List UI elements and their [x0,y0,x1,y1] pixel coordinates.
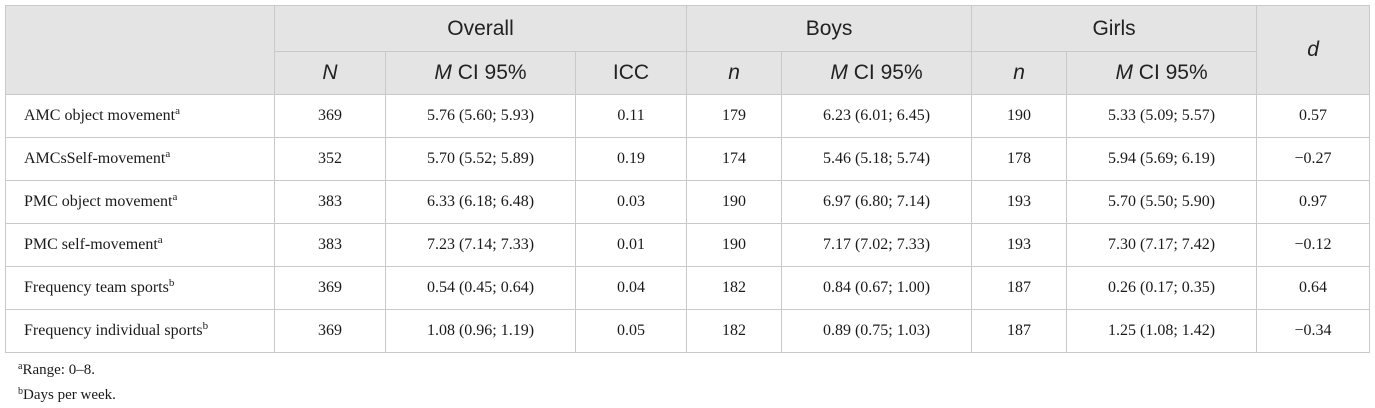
cell-overall-ci: 5.70 (5.52; 5.89) [385,137,576,181]
row-label: PMC self-movementa [5,223,275,267]
cell-overall-ci: 1.08 (0.96; 1.19) [385,309,576,353]
cell-boys-n: 182 [686,266,783,310]
cell-icc: 0.03 [574,180,688,224]
cell-girls-ci: 5.33 (5.09; 5.57) [1066,94,1258,138]
cell-boys-n: 179 [686,94,783,138]
footnote-mark: a [172,191,178,203]
cell-overall-ci: 0.54 (0.45; 0.64) [385,266,576,310]
col-header-girls-ci: M CI 95% [1066,51,1258,95]
col-header-icc: ICC [574,51,688,95]
data-table-container: Overall Boys Girls d N M CI 95% ICC n M … [5,5,1371,353]
row-label: Frequency team sportsb [5,266,275,310]
results-table: Overall Boys Girls d N M CI 95% ICC n M … [5,5,1371,353]
ci-label: CI 95% [1132,61,1208,84]
cell-boys-ci: 5.46 (5.18; 5.74) [781,137,973,181]
group-header-d: d [1256,5,1371,95]
cell-d: −0.27 [1256,137,1371,181]
footnote: bDays per week. [18,383,116,408]
cell-overall-n: 369 [274,266,386,310]
table-row: PMC self-movementa 383 7.23 (7.14; 7.33)… [5,223,1371,267]
cell-girls-n: 190 [971,94,1068,138]
table-row: AMCsSelf-movementa 352 5.70 (5.52; 5.89)… [5,137,1371,181]
cell-overall-n: 352 [274,137,386,181]
cell-d: 0.64 [1256,266,1371,310]
cell-overall-ci: 7.23 (7.14; 7.33) [385,223,576,267]
footnote-text: Range: 0–8. [22,362,95,378]
table-footnotes: aRange: 0–8. bDays per week. [18,358,116,408]
cell-overall-n: 383 [274,223,386,267]
cell-d: 0.97 [1256,180,1371,224]
cell-boys-n: 182 [686,309,783,353]
cell-girls-ci: 7.30 (7.17; 7.42) [1066,223,1258,267]
col-header-boys-ci: M CI 95% [781,51,973,95]
group-header-overall: Overall [273,5,688,52]
cell-overall-ci: 5.76 (5.60; 5.93) [385,94,576,138]
cell-girls-ci: 5.70 (5.50; 5.90) [1066,180,1258,224]
cell-d: −0.34 [1256,309,1371,353]
cell-overall-n: 369 [274,309,386,353]
table-row: Frequency individual sportsb 369 1.08 (0… [5,309,1371,353]
ci-label: CI 95% [451,61,527,84]
footnote-mark: a [18,361,23,372]
mean-symbol: M [1115,61,1133,84]
row-label: AMC object movementa [5,94,275,138]
cell-boys-n: 174 [686,137,783,181]
table-body: AMC object movementa 369 5.76 (5.60; 5.9… [5,94,1371,353]
cell-girls-n: 187 [971,309,1068,353]
cell-girls-n: 178 [971,137,1068,181]
cell-girls-n: 193 [971,223,1068,267]
footnote-mark: b [18,386,23,397]
col-header-overall-ci: M CI 95% [385,51,576,95]
col-header-overall-n: N [274,51,386,95]
mean-symbol: M [830,61,848,84]
footnote-mark: a [157,234,163,246]
footnote-mark: b [202,320,209,332]
cell-icc: 0.11 [574,94,688,138]
cell-icc: 0.04 [574,266,688,310]
cell-d: 0.57 [1256,94,1371,138]
cell-girls-n: 193 [971,180,1068,224]
row-label: Frequency individual sportsb [5,309,275,353]
mean-symbol: M [434,61,452,84]
cell-boys-ci: 7.17 (7.02; 7.33) [781,223,973,267]
group-header-boys: Boys [686,5,973,52]
cell-girls-ci: 1.25 (1.08; 1.42) [1066,309,1258,353]
group-header-girls: Girls [971,5,1258,52]
footnote-mark: a [175,105,180,117]
row-label: AMCsSelf-movementa [5,137,275,181]
cell-girls-n: 187 [971,266,1068,310]
col-header-boys-n: n [686,51,783,95]
footnote: aRange: 0–8. [18,358,116,383]
empty-corner-cell [5,5,275,95]
row-label: PMC object movementa [5,180,275,224]
ci-label: CI 95% [847,61,923,84]
cell-icc: 0.19 [574,137,688,181]
cell-boys-ci: 6.23 (6.01; 6.45) [781,94,973,138]
footnote-mark: a [165,148,171,160]
footnote-mark: b [168,277,175,289]
col-header-girls-n: n [971,51,1068,95]
cell-icc: 0.05 [574,309,688,353]
cell-overall-n: 369 [274,94,386,138]
cell-boys-ci: 0.89 (0.75; 1.03) [781,309,973,353]
cell-boys-n: 190 [686,223,783,267]
cell-boys-n: 190 [686,180,783,224]
table-row: AMC object movementa 369 5.76 (5.60; 5.9… [5,94,1371,138]
cell-icc: 0.01 [574,223,688,267]
table-header: Overall Boys Girls d N M CI 95% ICC n M … [5,5,1371,95]
cell-boys-ci: 0.84 (0.67; 1.00) [781,266,973,310]
cell-overall-ci: 6.33 (6.18; 6.48) [385,180,576,224]
cell-boys-ci: 6.97 (6.80; 7.14) [781,180,973,224]
cell-girls-ci: 0.26 (0.17; 0.35) [1066,266,1258,310]
footnote-text: Days per week. [23,387,116,403]
cell-d: −0.12 [1256,223,1371,267]
table-row: Frequency team sportsb 369 0.54 (0.45; 0… [5,266,1371,310]
table-row: PMC object movementa 383 6.33 (6.18; 6.4… [5,180,1371,224]
cell-girls-ci: 5.94 (5.69; 6.19) [1066,137,1258,181]
cell-overall-n: 383 [274,180,386,224]
